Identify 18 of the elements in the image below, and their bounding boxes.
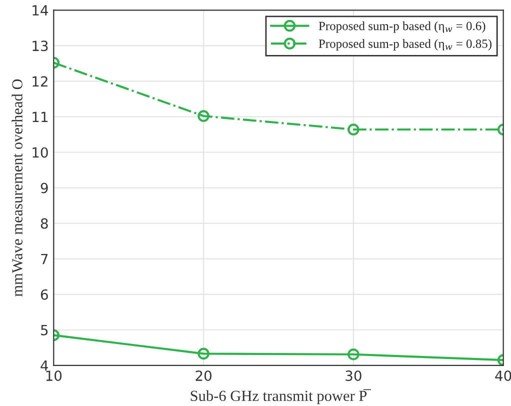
y-tick-label: 5 [41, 325, 48, 336]
y-tick-label: 6 [40, 289, 48, 300]
x-tick-label: 40 [495, 370, 511, 382]
y-tick-label: 8 [40, 218, 48, 229]
y-axis-title: mmWave measurement overhead O [12, 79, 23, 297]
x-tick-label: 30 [346, 370, 362, 382]
legend-label: Proposed sum-p based (η$_{w}$ = 0.6) [318, 21, 486, 33]
y-tick-label: 13 [32, 40, 48, 52]
y-tick-label: 7 [41, 254, 48, 264]
y-tick-label: 11 [32, 112, 48, 122]
y-tick-label: 14 [32, 5, 48, 16]
y-tick-label: 4 [40, 360, 48, 371]
x-tick-label: 20 [196, 370, 212, 382]
x-axis-title: Sub-6 GHz transmit power P̅ [190, 389, 372, 404]
y-tick-label: 10 [32, 147, 48, 158]
y-tick-label: 12 [32, 76, 48, 86]
legend-label: Proposed sum-p based (η$_{w}$ = 0.85) [318, 39, 492, 50]
y-tick-label: 9 [40, 182, 48, 194]
